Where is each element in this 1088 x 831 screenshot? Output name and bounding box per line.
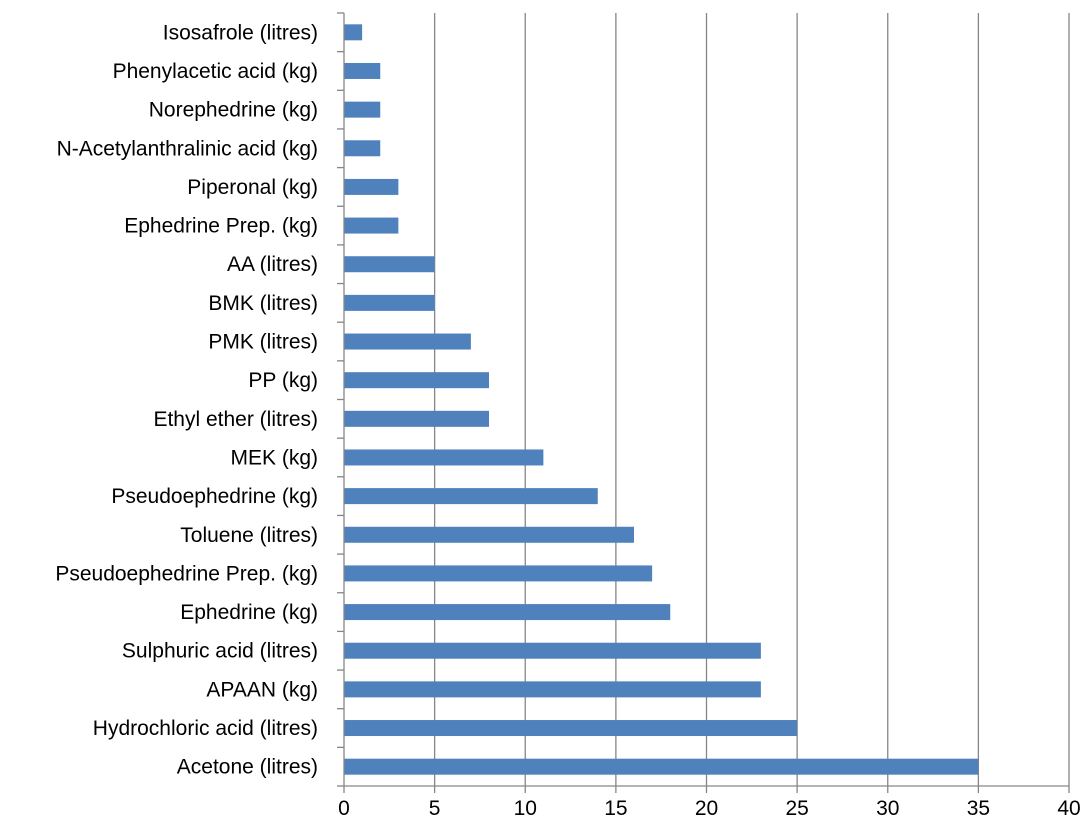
x-tick-label: 15 — [604, 797, 627, 820]
category-label: Isosafrole (litres) — [163, 21, 318, 44]
x-tick-labels: 0 5 10 15 20 25 30 35 40 — [338, 797, 1081, 820]
bar — [344, 294, 435, 311]
bar — [344, 333, 471, 350]
x-tick-label: 20 — [695, 797, 718, 820]
category-label: Ethyl ether (litres) — [153, 408, 318, 431]
gridlines — [433, 13, 1070, 786]
bars — [344, 24, 979, 775]
category-label: MEK (kg) — [230, 446, 318, 469]
category-label: APAAN (kg) — [206, 678, 318, 701]
category-label: Ephedrine (kg) — [180, 601, 318, 624]
category-label: PMK (litres) — [208, 331, 318, 354]
category-label: Piperonal (kg) — [187, 176, 318, 199]
category-label: Sulphuric acid (litres) — [122, 640, 318, 663]
bar — [344, 758, 979, 775]
bar — [344, 372, 489, 389]
category-label: Phenylacetic acid (kg) — [113, 60, 318, 83]
bar — [344, 681, 761, 698]
bar — [344, 565, 653, 582]
category-label: Acetone (litres) — [177, 756, 318, 779]
x-tick-label: 25 — [785, 797, 808, 820]
category-label: Toluene (litres) — [180, 524, 318, 547]
bar — [344, 526, 634, 543]
bar — [344, 62, 381, 79]
category-label: Norephedrine (kg) — [149, 99, 318, 122]
category-label: Ephedrine Prep. (kg) — [124, 215, 318, 238]
category-label: Pseudoephedrine Prep. (kg) — [55, 562, 318, 585]
x-tick-label: 0 — [338, 797, 350, 820]
axes — [337, 12, 1070, 793]
category-label: N-Acetylanthralinic acid (kg) — [57, 137, 318, 160]
category-label: PP (kg) — [248, 369, 318, 392]
bar — [344, 449, 544, 466]
bar — [344, 217, 399, 234]
bar — [344, 140, 381, 157]
x-tick-label: 30 — [876, 797, 899, 820]
category-label: BMK (litres) — [208, 292, 318, 315]
bar — [344, 720, 798, 737]
bar — [344, 410, 489, 427]
bar — [344, 178, 399, 195]
category-label: Pseudoephedrine (kg) — [111, 485, 318, 508]
category-label: Hydrochloric acid (litres) — [93, 717, 318, 740]
bar — [344, 256, 435, 273]
bar — [344, 604, 671, 621]
x-tick-label: 40 — [1057, 797, 1080, 820]
category-label: AA (litres) — [227, 253, 318, 276]
category-labels: Isosafrole (litres) Phenylacetic acid (kg… — [55, 21, 318, 778]
bar — [344, 24, 363, 41]
bar — [344, 488, 598, 505]
x-tick-label: 10 — [514, 797, 537, 820]
x-tick-label: 35 — [967, 797, 990, 820]
bar — [344, 101, 381, 118]
x-tick-label: 5 — [429, 797, 441, 820]
bar — [344, 642, 761, 659]
